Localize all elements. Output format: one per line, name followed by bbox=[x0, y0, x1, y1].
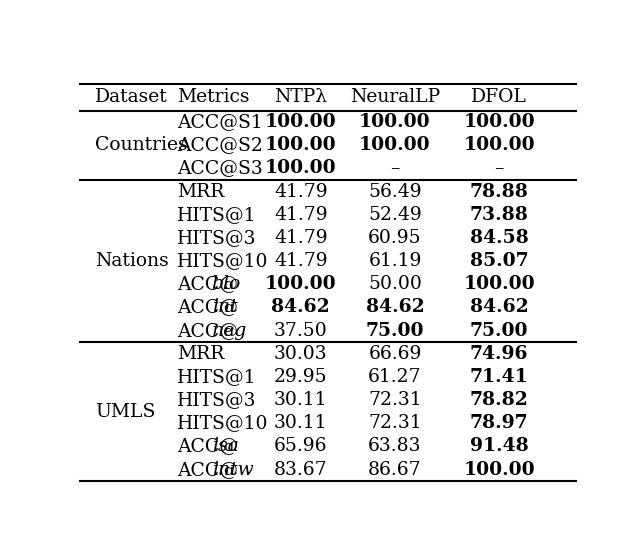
Text: 50.00: 50.00 bbox=[368, 275, 422, 294]
Text: 75.00: 75.00 bbox=[470, 321, 529, 340]
Text: Dataset: Dataset bbox=[95, 89, 168, 106]
Text: isa: isa bbox=[212, 437, 238, 456]
Text: ACC@: ACC@ bbox=[177, 299, 237, 316]
Text: 41.79: 41.79 bbox=[274, 206, 328, 224]
Text: 29.95: 29.95 bbox=[274, 368, 328, 386]
Text: HITS@1: HITS@1 bbox=[177, 368, 256, 386]
Text: ACC@S2: ACC@S2 bbox=[177, 136, 262, 154]
Text: HITS@10: HITS@10 bbox=[177, 414, 268, 432]
Text: ACC@: ACC@ bbox=[177, 321, 237, 340]
Text: ACC@S3: ACC@S3 bbox=[177, 159, 262, 178]
Text: 100.00: 100.00 bbox=[463, 461, 535, 478]
Text: 84.58: 84.58 bbox=[470, 229, 529, 247]
Text: 37.50: 37.50 bbox=[274, 321, 328, 340]
Text: –: – bbox=[494, 159, 504, 178]
Text: 41.79: 41.79 bbox=[274, 183, 328, 201]
Text: 74.96: 74.96 bbox=[470, 345, 529, 363]
Text: 100.00: 100.00 bbox=[265, 275, 337, 294]
Text: 83.67: 83.67 bbox=[274, 461, 328, 478]
Text: 52.49: 52.49 bbox=[368, 206, 422, 224]
Text: 30.03: 30.03 bbox=[274, 345, 328, 363]
Text: Nations: Nations bbox=[95, 252, 168, 270]
Text: 85.07: 85.07 bbox=[470, 252, 529, 270]
Text: HITS@1: HITS@1 bbox=[177, 206, 256, 224]
Text: 78.88: 78.88 bbox=[470, 183, 529, 201]
Text: NeuralLP: NeuralLP bbox=[350, 89, 440, 106]
Text: 61.27: 61.27 bbox=[368, 368, 422, 386]
Text: NTPλ: NTPλ bbox=[274, 89, 327, 106]
Text: 84.62: 84.62 bbox=[271, 299, 330, 316]
Text: blo: blo bbox=[212, 275, 241, 294]
Text: 61.19: 61.19 bbox=[368, 252, 422, 270]
Text: 41.79: 41.79 bbox=[274, 229, 328, 247]
Text: intw: intw bbox=[212, 461, 253, 478]
Text: 100.00: 100.00 bbox=[463, 136, 535, 154]
Text: MRR: MRR bbox=[177, 345, 224, 363]
Text: 60.95: 60.95 bbox=[368, 229, 422, 247]
Text: 84.62: 84.62 bbox=[365, 299, 424, 316]
Text: ACC@: ACC@ bbox=[177, 275, 237, 294]
Text: 100.00: 100.00 bbox=[359, 136, 431, 154]
Text: 100.00: 100.00 bbox=[463, 275, 535, 294]
Text: 65.96: 65.96 bbox=[274, 437, 328, 456]
Text: 30.11: 30.11 bbox=[274, 414, 328, 432]
Text: 30.11: 30.11 bbox=[274, 391, 328, 409]
Text: ACC@S1: ACC@S1 bbox=[177, 113, 262, 131]
Text: 63.83: 63.83 bbox=[368, 437, 422, 456]
Text: UMLS: UMLS bbox=[95, 403, 156, 421]
Text: Countries: Countries bbox=[95, 136, 188, 154]
Text: HITS@10: HITS@10 bbox=[177, 252, 268, 270]
Text: 78.97: 78.97 bbox=[470, 414, 529, 432]
Text: HITS@3: HITS@3 bbox=[177, 229, 256, 247]
Text: 100.00: 100.00 bbox=[265, 136, 337, 154]
Text: 41.79: 41.79 bbox=[274, 252, 328, 270]
Text: neg: neg bbox=[212, 321, 247, 340]
Text: 72.31: 72.31 bbox=[368, 414, 422, 432]
Text: 91.48: 91.48 bbox=[470, 437, 529, 456]
Text: 66.69: 66.69 bbox=[368, 345, 422, 363]
Text: 100.00: 100.00 bbox=[359, 113, 431, 131]
Text: 100.00: 100.00 bbox=[265, 159, 337, 178]
Text: 84.62: 84.62 bbox=[470, 299, 529, 316]
Text: ACC@: ACC@ bbox=[177, 437, 237, 456]
Text: DFOL: DFOL bbox=[471, 89, 527, 106]
Text: 86.67: 86.67 bbox=[368, 461, 422, 478]
Text: 75.00: 75.00 bbox=[365, 321, 424, 340]
Text: 56.49: 56.49 bbox=[368, 183, 422, 201]
Text: MRR: MRR bbox=[177, 183, 224, 201]
Text: ACC@: ACC@ bbox=[177, 461, 237, 478]
Text: 100.00: 100.00 bbox=[463, 113, 535, 131]
Text: –: – bbox=[390, 159, 400, 178]
Text: 71.41: 71.41 bbox=[470, 368, 529, 386]
Text: 100.00: 100.00 bbox=[265, 113, 337, 131]
Text: 72.31: 72.31 bbox=[368, 391, 422, 409]
Text: Metrics: Metrics bbox=[177, 89, 249, 106]
Text: 78.82: 78.82 bbox=[470, 391, 529, 409]
Text: HITS@3: HITS@3 bbox=[177, 391, 256, 409]
Text: 73.88: 73.88 bbox=[470, 206, 529, 224]
Text: int: int bbox=[212, 299, 237, 316]
